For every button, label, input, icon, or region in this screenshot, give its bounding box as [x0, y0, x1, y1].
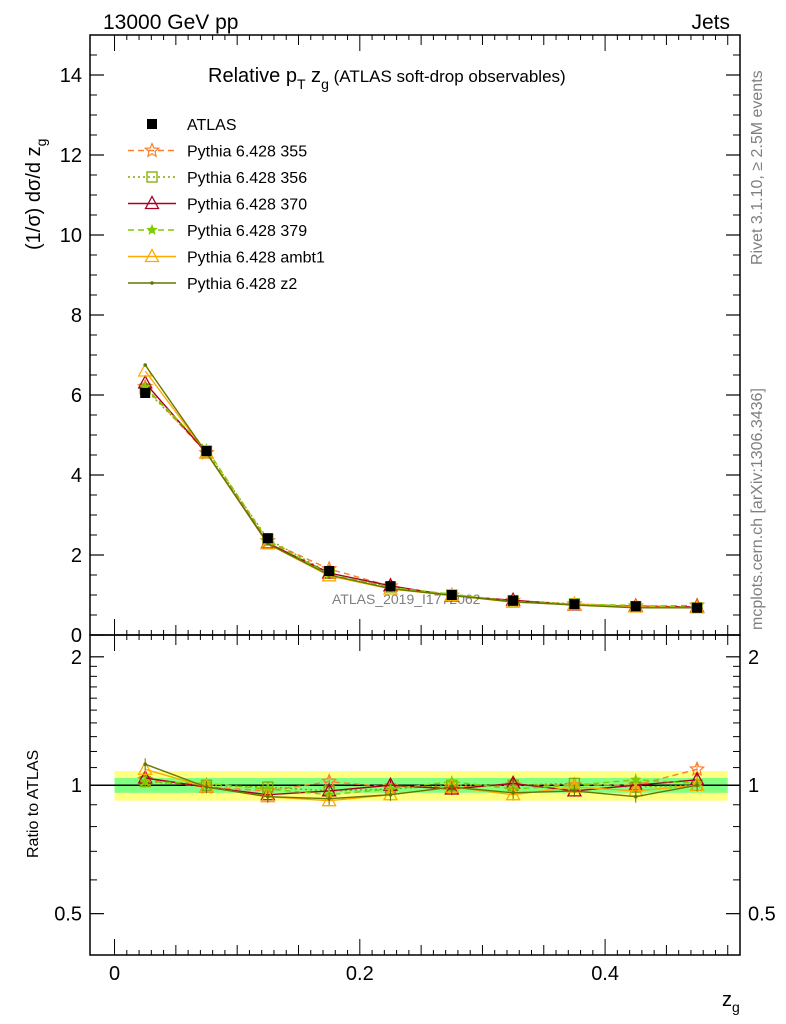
- series-line-p355: [144, 386, 698, 607]
- x-axis-label-text: z: [722, 989, 732, 1011]
- legend-label-atlas: ATLAS: [187, 117, 237, 134]
- ratio-y-tick-label: 0.5: [54, 904, 82, 926]
- ratio-marker-ambt1: [137, 760, 153, 775]
- title-mid: z: [306, 65, 322, 87]
- ratio-marker-p379: [139, 775, 151, 787]
- ratio-line-p370: [145, 777, 698, 796]
- mcplots-label: mcplots.cern.ch [arXiv:1306.3436]: [749, 388, 766, 630]
- ratio-y-tick-label: 1: [71, 775, 82, 797]
- y-tick-label: 14: [60, 65, 82, 87]
- x-axis-label: zg: [722, 989, 740, 1015]
- ratio-plot-frame: [89, 634, 741, 956]
- ratio-marker-z2: [695, 783, 699, 788]
- ratio-marker-z2: [633, 794, 638, 799]
- legend-marker-p370: [144, 195, 160, 210]
- ratio-series-group: [136, 758, 706, 807]
- ratio-marker-z2: [388, 792, 393, 797]
- atlas-data-point: [569, 599, 580, 610]
- svg-text:(1/σ) dσ/d zg: (1/σ) dσ/d zg: [23, 139, 49, 250]
- ratio-y-tick-label-right: 0.5: [748, 904, 776, 926]
- ratio-marker-p379: [630, 773, 642, 785]
- legend-label-p379: Pythia 6.428 379: [187, 223, 307, 240]
- ratio-marker-z2: [143, 762, 147, 767]
- x-axis-label-sub: g: [732, 999, 740, 1015]
- ratio-y-tick-label-right: 1: [748, 775, 759, 797]
- ratio-marker-z2: [204, 785, 209, 789]
- x-tick-label: 0: [109, 963, 120, 985]
- ratio-marker-z2: [327, 796, 331, 801]
- y-tick-label: 2: [71, 545, 82, 567]
- legend-marker-p356: [146, 171, 158, 183]
- series-line-p370: [144, 382, 698, 608]
- legend-marker-z2: [150, 281, 154, 285]
- title-tail: (ATLAS soft-drop observables): [329, 67, 566, 86]
- series-line-p356: [144, 388, 698, 609]
- ratio-line-p379: [145, 779, 698, 796]
- ratio-marker-z2: [572, 789, 577, 793]
- legend-label-p356: Pythia 6.428 356: [187, 170, 307, 187]
- rivet-version-label: Rivet 3.1.10, ≥ 2.5M events: [749, 70, 766, 265]
- legend-label-z2: Pythia 6.428 z2: [187, 276, 297, 293]
- x-tick-label: 0.2: [346, 963, 374, 985]
- y-tick-label: 0: [71, 625, 82, 647]
- ratio-marker-ambt1: [321, 792, 337, 807]
- y-tick-label: 10: [60, 225, 82, 247]
- legend-marker-ambt1: [144, 248, 160, 263]
- series-line-ambt1: [144, 370, 698, 609]
- legend-marker-p379: [146, 223, 158, 235]
- ratio-line-z2: [144, 763, 698, 800]
- ratio-marker-z2: [511, 791, 515, 795]
- legend: ATLAS Pythia 6.428 355 Pythia 6.428 356 Pyt…: [128, 117, 325, 293]
- y-axis-label-sub: g: [33, 139, 49, 147]
- main-series-group: [136, 362, 706, 614]
- ratio-marker-z2: [266, 794, 270, 799]
- title-main: Relative p: [208, 65, 297, 87]
- ratio-y-tick-label: 2: [71, 647, 82, 669]
- legend-label-p355: Pythia 6.428 355: [187, 144, 307, 161]
- series-marker-z2: [143, 363, 147, 367]
- atlas-data-point: [508, 595, 519, 606]
- y-axis-label-text: (1/σ) dσ/d z: [23, 146, 45, 250]
- ratio-y-tick-label-right: 2: [748, 647, 759, 669]
- atlas-data-point: [262, 533, 273, 544]
- series-line-z2: [144, 364, 698, 609]
- header-left: 13000 GeV pp: [103, 11, 238, 34]
- title-sub1: T: [297, 76, 306, 92]
- header-right: Jets: [691, 11, 730, 34]
- atlas-data-point: [201, 446, 212, 456]
- atlas-data-point: [630, 601, 641, 612]
- y-axis-label-main: (1/σ) dσ/d zg: [23, 139, 49, 250]
- legend-marker-atlas: [147, 119, 157, 129]
- ratio-marker-z2: [449, 785, 454, 789]
- ratio-marker-ambt1: [505, 786, 521, 801]
- title-sub2: g: [321, 76, 329, 92]
- legend-label-p370: Pythia 6.428 370: [187, 197, 307, 214]
- atlas-data-point: [692, 602, 703, 613]
- atlas-data-point: [446, 590, 457, 600]
- atlas-data-point: [140, 388, 151, 398]
- y-axis-label-ratio: Ratio to ATLAS: [25, 750, 42, 858]
- atlas-data-point: [385, 581, 396, 592]
- chart-title: Relative pT zg (ATLAS soft-drop observab…: [208, 65, 566, 92]
- y-tick-label: 8: [71, 305, 82, 327]
- legend-marker-p355: [143, 141, 161, 158]
- x-tick-label: 0.4: [591, 963, 619, 985]
- y-tick-label: 4: [71, 465, 82, 487]
- y-tick-label: 6: [71, 385, 82, 407]
- y-tick-label: 12: [60, 145, 82, 167]
- atlas-data-point: [324, 566, 335, 576]
- series-line-p379: [144, 386, 698, 609]
- legend-label-ambt1: Pythia 6.428 ambt1: [187, 250, 325, 267]
